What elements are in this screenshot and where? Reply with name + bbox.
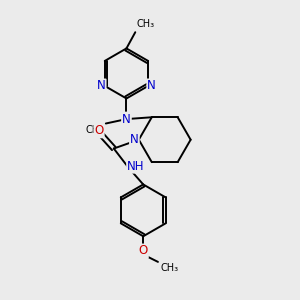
Text: CH₃: CH₃ (160, 263, 178, 273)
Text: N: N (97, 80, 106, 92)
Text: O: O (139, 244, 148, 257)
Text: NH: NH (127, 160, 145, 173)
Text: N: N (130, 133, 139, 146)
Text: N: N (147, 80, 156, 92)
Text: CH₃: CH₃ (85, 125, 103, 135)
Text: O: O (94, 124, 104, 137)
Text: CH₃: CH₃ (137, 19, 155, 29)
Text: N: N (122, 112, 131, 126)
